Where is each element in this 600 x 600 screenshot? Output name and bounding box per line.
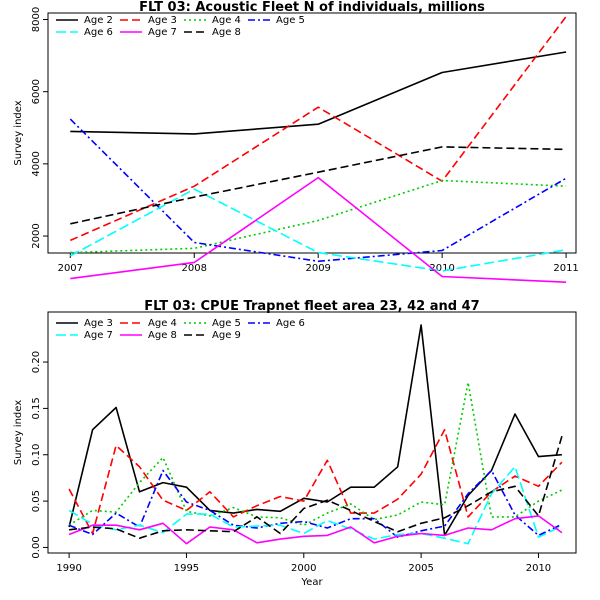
x-axis-label: Year	[300, 577, 323, 588]
y-tick-label: 6000	[31, 79, 42, 104]
legend-label: Age 3	[84, 318, 113, 329]
series-line-age-4	[68, 428, 563, 535]
series-line-age-7	[68, 465, 563, 545]
series-line-age-8	[70, 146, 567, 225]
y-tick-label: 0.10	[31, 444, 42, 466]
series-line-age-6	[69, 188, 567, 272]
series-line-age-6	[68, 469, 563, 539]
legend-label: Age 6	[84, 27, 113, 38]
legend-label: Age 4	[212, 15, 241, 26]
y-tick-label: 0.05	[31, 490, 42, 512]
legend-label: Age 4	[148, 318, 177, 329]
x-tick-label: 2000	[291, 563, 316, 574]
legend-label: Age 5	[276, 15, 305, 26]
legend-label: Age 7	[148, 27, 177, 38]
y-tick-label: 4000	[31, 151, 42, 176]
x-tick-label: 2010	[526, 563, 551, 574]
y-tick-label: 0.00	[31, 536, 42, 558]
series-line-age-5	[68, 381, 563, 527]
series-line-age-3	[69, 16, 567, 242]
series-line-age-2	[70, 51, 567, 135]
plot-frame	[47, 311, 577, 554]
x-tick-label: 2009	[305, 263, 330, 274]
legend-label: Age 3	[148, 15, 177, 26]
series-line-age-5	[69, 118, 567, 263]
legend-label: Age 8	[148, 330, 177, 341]
series-line-age-4	[70, 179, 567, 254]
x-tick-label: 2010	[429, 263, 454, 274]
series-line-age-7	[70, 176, 567, 283]
legend-label: Age 8	[212, 27, 241, 38]
legend-label: Age 2	[84, 15, 113, 26]
x-tick-label: 2008	[182, 263, 207, 274]
y-axis-label: Survey index	[13, 100, 24, 165]
series-line-age-9	[69, 435, 563, 540]
x-tick-label: 2005	[408, 563, 433, 574]
legend-label: Age 5	[212, 318, 241, 329]
x-tick-label: 1995	[174, 563, 199, 574]
legend-label: Age 9	[212, 330, 241, 341]
legend-label: Age 6	[276, 318, 305, 329]
y-tick-label: 0.15	[31, 397, 42, 419]
y-tick-label: 8000	[31, 7, 42, 32]
y-tick-label: 2000	[31, 223, 42, 248]
x-tick-label: 2011	[553, 263, 578, 274]
x-tick-label: 2007	[58, 263, 83, 274]
x-tick-label: 1990	[56, 563, 81, 574]
chart-title: FLT 03: CPUE Trapnet fleet area 23, 42 a…	[144, 299, 479, 314]
plot-frame	[47, 12, 577, 254]
chart-title: FLT 03: Acoustic Fleet N of individuals,…	[139, 0, 485, 15]
y-axis-label: Survey index	[13, 400, 24, 465]
series-line-age-8	[68, 515, 563, 545]
legend-label: Age 7	[84, 330, 113, 341]
y-tick-label: 0.20	[31, 351, 42, 373]
